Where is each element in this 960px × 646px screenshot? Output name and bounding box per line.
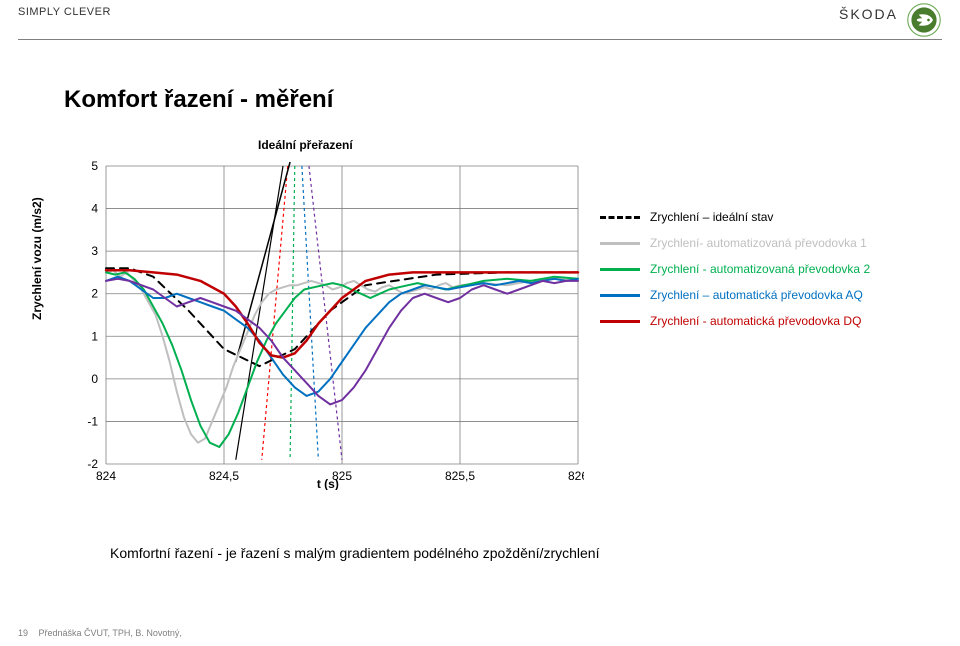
- legend-label: Zrychlení – ideální stav: [650, 210, 773, 224]
- svg-text:-1: -1: [87, 414, 98, 428]
- skoda-logo-icon: [906, 2, 942, 38]
- svg-text:2: 2: [91, 287, 98, 301]
- ideal-callout-label: Ideální přeřazení: [258, 138, 353, 152]
- svg-text:826: 826: [568, 469, 584, 483]
- svg-text:824,5: 824,5: [209, 469, 239, 483]
- legend-swatch: [600, 242, 640, 245]
- header: SIMPLY CLEVER ŠKODA: [18, 0, 942, 40]
- svg-text:t (s): t (s): [317, 477, 339, 490]
- legend-row: Zrychlení- automatizovaná převodovka 1: [600, 236, 940, 250]
- legend-row: Zrychlení - automatizovaná převodovka 2: [600, 262, 940, 276]
- svg-text:825,5: 825,5: [445, 469, 475, 483]
- legend-row: Zrychlení – automatická převodovka AQ: [600, 288, 940, 302]
- legend-swatch: [600, 216, 640, 219]
- page-title: Komfort řazení - měření: [64, 86, 960, 114]
- chart-container: -2-1012345824824,5825825,5826t (s): [64, 160, 584, 490]
- svg-text:824: 824: [96, 469, 116, 483]
- legend-swatch: [600, 294, 640, 297]
- svg-text:4: 4: [91, 202, 98, 216]
- svg-text:5: 5: [91, 160, 98, 173]
- legend-swatch: [600, 320, 640, 323]
- legend-swatch: [600, 268, 640, 271]
- page-number: 19: [18, 628, 28, 638]
- tagline: SIMPLY CLEVER: [18, 6, 111, 18]
- footer-text: Přednáška ČVUT, TPH, B. Novotný,: [39, 628, 182, 638]
- caption-text: Komfortní řazení - je řazení s malým gra…: [110, 545, 599, 561]
- legend-row: Zrychlení – ideální stav: [600, 210, 940, 224]
- legend-label: Zrychlení- automatizovaná převodovka 1: [650, 236, 867, 250]
- legend-label: Zrychlení - automatizovaná převodovka 2: [650, 262, 870, 276]
- svg-text:3: 3: [91, 244, 98, 258]
- chart-ylabel: Zrychlení vozu (m/s2): [30, 197, 44, 320]
- footer: 19 Přednáška ČVUT, TPH, B. Novotný,: [18, 628, 182, 638]
- svg-text:1: 1: [91, 329, 98, 343]
- legend-label: Zrychlení – automatická převodovka AQ: [650, 288, 863, 302]
- legend: Zrychlení – ideální stav Zrychlení- autom…: [600, 210, 940, 340]
- svg-text:0: 0: [91, 372, 98, 386]
- legend-row: Zrychlení - automatická převodovka DQ: [600, 314, 940, 328]
- legend-label: Zrychlení - automatická převodovka DQ: [650, 314, 861, 328]
- brand-text: ŠKODA: [839, 6, 898, 22]
- chart-svg: -2-1012345824824,5825825,5826t (s): [64, 160, 584, 490]
